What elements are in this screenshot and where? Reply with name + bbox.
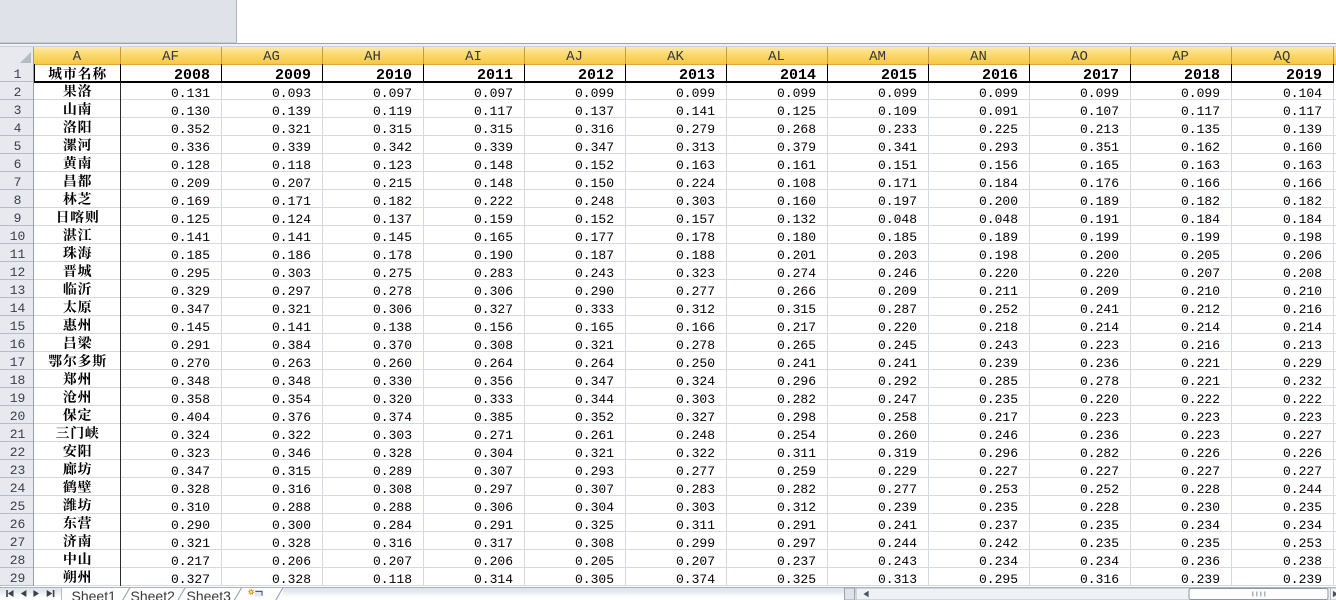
svg-text:Sheet1: Sheet1: [72, 588, 117, 600]
svg-text:Sheet3: Sheet3: [187, 588, 232, 600]
svg-text:Sheet2: Sheet2: [131, 588, 176, 600]
